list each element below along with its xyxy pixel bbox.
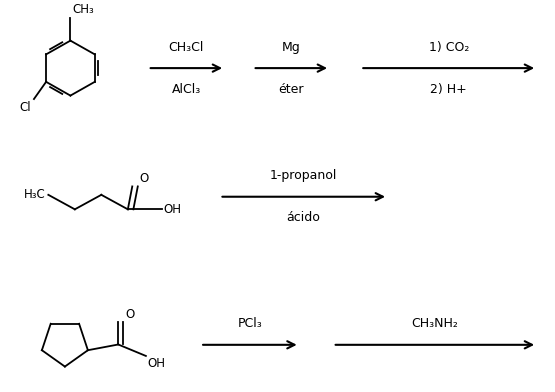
Text: PCl₃: PCl₃ (238, 317, 263, 330)
Text: éter: éter (279, 83, 304, 96)
Text: Mg: Mg (282, 41, 301, 54)
Text: CH₃Cl: CH₃Cl (169, 41, 204, 54)
Text: O: O (139, 172, 149, 185)
Text: OH: OH (164, 203, 181, 216)
Text: CH₃NH₂: CH₃NH₂ (411, 317, 458, 330)
Text: 1) CO₂: 1) CO₂ (428, 41, 469, 54)
Text: ácido: ácido (286, 211, 320, 224)
Text: CH₃: CH₃ (72, 3, 94, 16)
Text: Cl: Cl (19, 101, 31, 114)
Text: H₃C: H₃C (24, 188, 46, 201)
Text: 1-propanol: 1-propanol (270, 169, 337, 182)
Text: AlCl₃: AlCl₃ (171, 83, 201, 96)
Text: O: O (125, 308, 134, 321)
Text: OH: OH (148, 357, 165, 370)
Text: 2) H+: 2) H+ (430, 83, 467, 96)
